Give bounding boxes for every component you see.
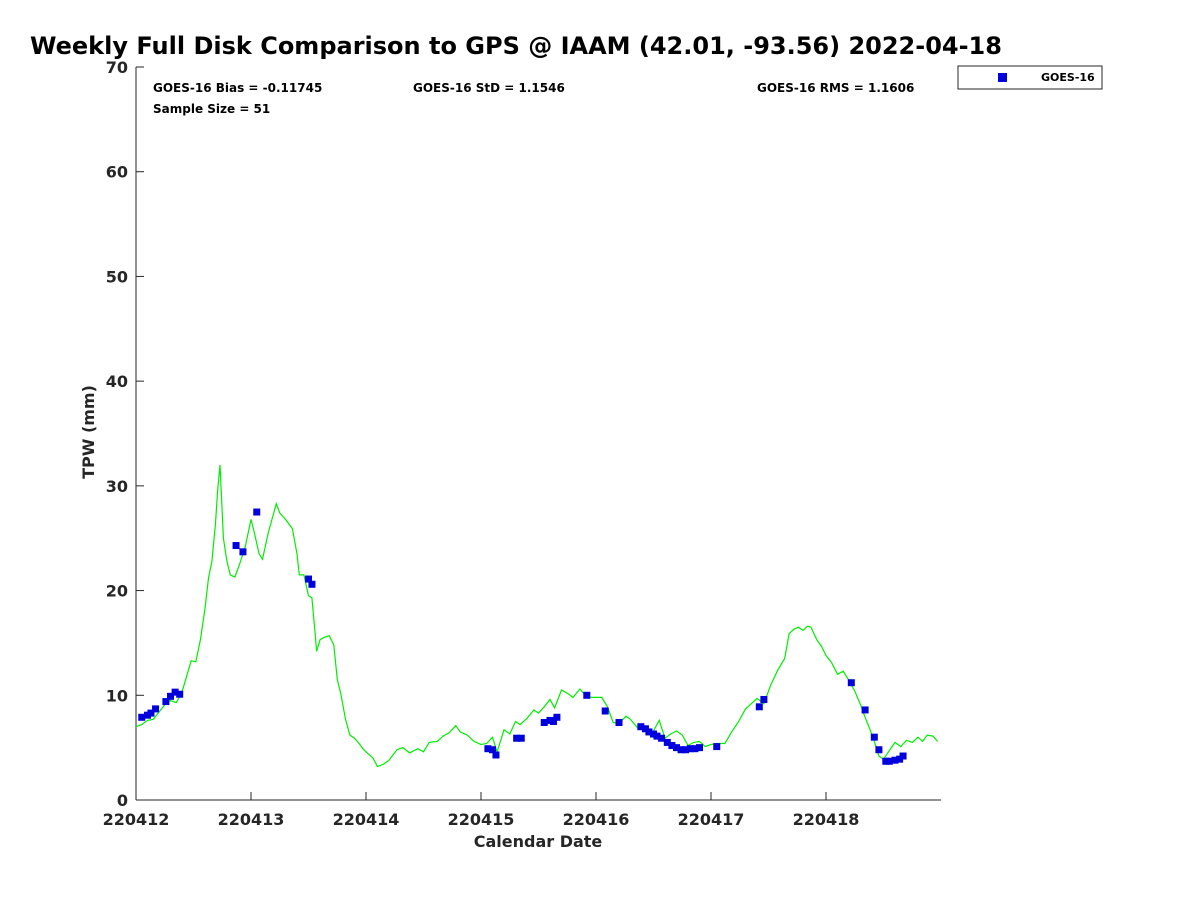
goes16-point: [513, 734, 521, 742]
plot-area: 0 10 20 30 40 50 60 70 220412 220413 220414 220415 2…: [103, 58, 941, 829]
goes16-point: [713, 743, 721, 751]
goes16-point: [615, 719, 623, 727]
goes16-point: [677, 746, 685, 754]
goes16-point: [645, 728, 653, 736]
y-tick-label: 50: [106, 267, 128, 286]
goes16-point: [152, 705, 160, 713]
goes16-point: [870, 733, 878, 741]
goes16-point: [176, 690, 184, 698]
x-tick-label: 220414: [333, 810, 400, 829]
goes16-point: [673, 744, 680, 752]
y-tick-label: 70: [106, 58, 128, 77]
goes16-point: [253, 508, 261, 516]
goes16-point: [847, 679, 855, 687]
goes16-point: [239, 548, 247, 556]
plot-background: [136, 67, 941, 800]
x-tick-label: 220416: [563, 810, 630, 829]
goes16-point: [668, 742, 676, 750]
goes16-point: [658, 734, 666, 742]
goes16-point: [305, 575, 312, 583]
goes16-point: [549, 717, 557, 725]
goes16-point: [167, 692, 174, 700]
goes16-point: [308, 580, 316, 588]
legend-marker-goes16: [998, 73, 1007, 82]
goes16-point: [653, 732, 661, 740]
y-tick-label: 30: [106, 477, 128, 496]
y-tick-label: 40: [106, 372, 128, 391]
gps-series-line: [135, 464, 939, 768]
goes16-point: [691, 745, 699, 753]
x-axis-label: Calendar Date: [474, 832, 603, 851]
chart-title: Weekly Full Disk Comparison to GPS @ IAA…: [30, 32, 1002, 60]
goes16-point: [686, 745, 694, 753]
y-tick-label: 20: [106, 582, 128, 601]
goes16-point: [861, 706, 869, 714]
sample-size-stat: Sample Size = 51: [153, 102, 270, 116]
x-tick-label: 220415: [448, 810, 515, 829]
goes16-point: [484, 745, 492, 753]
goes16-point: [583, 691, 591, 699]
legend: GOES-16: [957, 65, 1103, 90]
goes16-point: [755, 703, 763, 711]
bias-stat: GOES-16 Bias = -0.11745: [153, 81, 322, 95]
x-tick-label: 220413: [218, 810, 285, 829]
goes16-point: [601, 707, 609, 715]
goes16-point: [891, 756, 899, 764]
goes16-point: [875, 746, 883, 754]
x-tick-label: 220418: [793, 810, 860, 829]
goes16-point: [492, 751, 500, 759]
goes16-point: [232, 542, 240, 550]
goes16-point: [162, 698, 170, 706]
goes16-point: [147, 709, 155, 717]
x-tick-label: 220417: [678, 810, 745, 829]
goes16-point: [760, 695, 768, 703]
goes16-point: [553, 713, 561, 721]
goes16-point: [171, 688, 179, 696]
y-tick-label: 10: [106, 686, 128, 705]
goes16-point: [696, 744, 703, 752]
goes16-point: [517, 734, 525, 742]
legend-label-goes16: GOES-16: [1041, 71, 1095, 84]
std-stat: GOES-16 StD = 1.1546: [413, 81, 565, 95]
y-tick-label: 0: [117, 791, 128, 810]
y-axis-label: TPW (mm): [79, 385, 98, 479]
goes16-point: [899, 752, 907, 760]
goes16-point: [682, 746, 690, 754]
goes16-point: [885, 757, 893, 765]
legend-box: [957, 65, 1103, 90]
goes16-point: [663, 738, 671, 746]
goes16-point: [138, 713, 146, 721]
x-tick-label: 220412: [103, 810, 170, 829]
goes16-point: [637, 723, 645, 731]
goes16-point: [489, 746, 496, 754]
y-tick-label: 60: [106, 163, 128, 182]
goes16-point: [540, 719, 548, 727]
rms-stat: GOES-16 RMS = 1.1606: [757, 81, 914, 95]
